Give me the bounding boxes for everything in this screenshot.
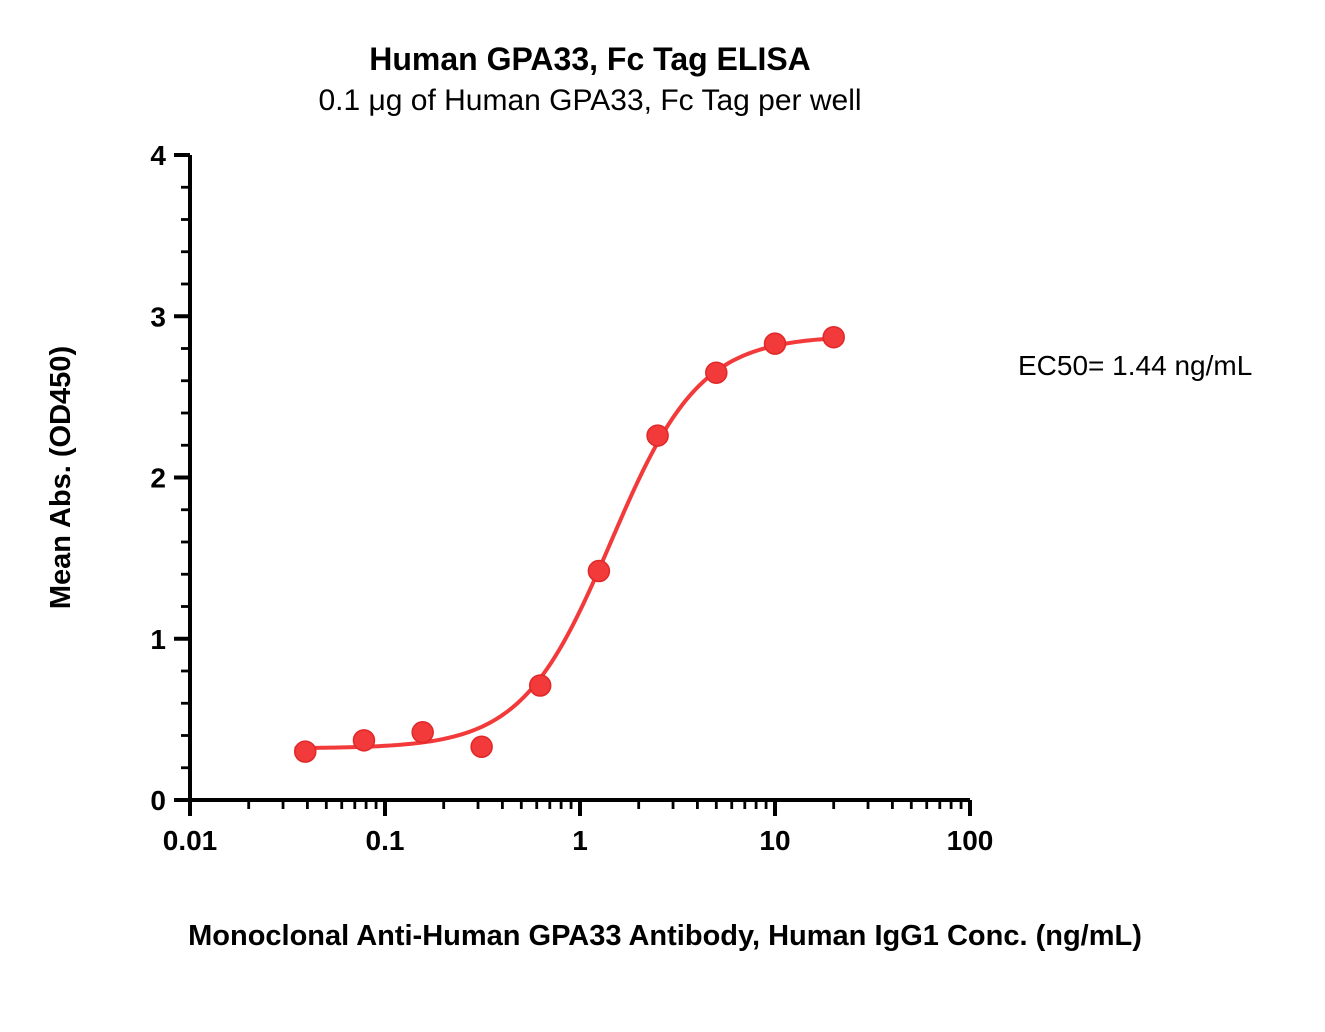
elisa-chart: Human GPA33, Fc Tag ELISA 0.1 μg of Human…: [0, 0, 1325, 1032]
data-point: [353, 730, 374, 751]
y-tick-label: 2: [150, 463, 166, 494]
data-point: [471, 736, 492, 757]
data-point: [412, 722, 433, 743]
data-point: [530, 675, 551, 696]
y-tick-label: 4: [150, 140, 166, 171]
chart-background: [0, 0, 1325, 1032]
data-point: [588, 561, 609, 582]
data-point: [647, 425, 668, 446]
ec50-annotation-text: EC50= 1.44 ng/mL: [1018, 350, 1252, 381]
y-tick-label: 3: [150, 301, 166, 332]
data-point: [706, 362, 727, 383]
x-tick-label: 10: [759, 825, 790, 856]
y-tick-label: 1: [150, 624, 166, 655]
chart-title-sub: 0.1 μg of Human GPA33, Fc Tag per well: [318, 84, 861, 117]
y-axis-label: Mean Abs. (OD450): [45, 346, 77, 609]
data-point: [765, 333, 786, 354]
x-tick-label: 0.1: [366, 825, 405, 856]
x-tick-label: 0.01: [163, 825, 218, 856]
x-axis-label: Monoclonal Anti-Human GPA33 Antibody, Hu…: [188, 920, 1142, 952]
data-point: [823, 327, 844, 348]
chart-title-main: Human GPA33, Fc Tag ELISA: [369, 41, 811, 77]
y-tick-label: 0: [150, 785, 166, 816]
ec50-annotation: EC50= 1.44 ng/mL: [1018, 350, 1252, 381]
x-tick-label: 1: [572, 825, 588, 856]
x-tick-label: 100: [947, 825, 994, 856]
data-point: [295, 741, 316, 762]
